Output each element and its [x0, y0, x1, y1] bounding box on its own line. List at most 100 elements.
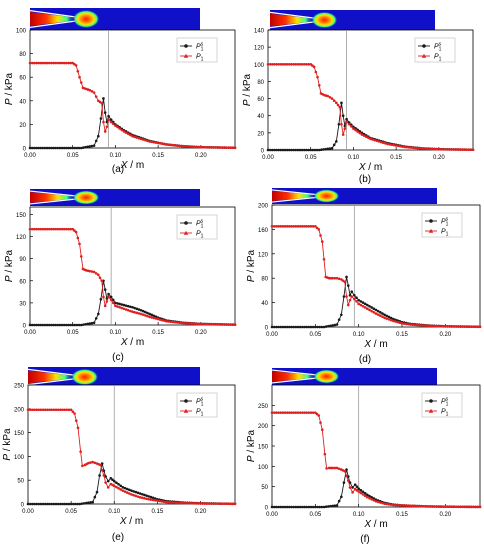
- data-point: [138, 496, 142, 499]
- data-point: [152, 316, 156, 320]
- data-point: [160, 500, 163, 503]
- data-point: [147, 497, 151, 501]
- data-point: [355, 300, 358, 303]
- data-point: [169, 320, 173, 324]
- data-point: [392, 143, 396, 147]
- panel-0: 0 20 40 60 80 100 0.00 0.05 0.10 0.15 0.20 X / m P /…: [4, 8, 237, 175]
- data-point: [122, 130, 126, 133]
- data-point: [383, 316, 386, 320]
- data-point: [99, 117, 103, 120]
- data-point: [272, 225, 276, 228]
- legend-marker-triangle: [183, 230, 189, 235]
- data-point: [422, 324, 425, 327]
- data-point: [331, 324, 334, 327]
- panel-5: 0 50 100 150 200 250 0.00 0.05 0.10 0.15 0.20 X / m…: [246, 368, 482, 545]
- data-point: [76, 70, 80, 73]
- contour-field-image: [271, 368, 437, 385]
- data-point: [84, 145, 87, 149]
- nozzle-wall-top: [269, 11, 317, 19]
- data-point: [461, 505, 464, 509]
- data-point: [76, 426, 80, 430]
- data-point: [65, 227, 68, 231]
- data-point: [48, 502, 51, 506]
- y-tick-label: 40: [261, 301, 268, 307]
- data-point: [275, 411, 278, 414]
- data-point: [133, 310, 136, 314]
- data-point: [188, 501, 192, 505]
- hot-spot: [72, 9, 100, 29]
- data-point: [120, 306, 124, 310]
- data-point: [194, 502, 198, 505]
- data-point: [207, 502, 211, 505]
- y-tick-label: 50: [261, 485, 268, 491]
- data-point: [107, 114, 110, 118]
- data-point: [309, 148, 313, 152]
- data-point: [84, 501, 88, 505]
- data-point: [452, 505, 456, 509]
- data-point: [59, 408, 62, 412]
- legend-marker-circle: [422, 44, 426, 48]
- data-point: [133, 135, 136, 139]
- data-point: [56, 227, 60, 231]
- data-point: [398, 321, 402, 325]
- data-point: [307, 148, 310, 152]
- data-point: [50, 502, 54, 506]
- data-point: [100, 468, 104, 472]
- data-point: [309, 225, 313, 228]
- data-point: [285, 505, 289, 509]
- data-point: [435, 505, 438, 508]
- data-point: [190, 145, 194, 149]
- data-point: [41, 502, 45, 506]
- data-point: [218, 502, 222, 506]
- data-point: [186, 145, 190, 148]
- y-tick-label: 160: [258, 228, 269, 234]
- data-point: [275, 62, 278, 66]
- data-point: [28, 146, 32, 150]
- data-point: [92, 270, 96, 274]
- data-point: [227, 146, 230, 149]
- data-point: [54, 61, 57, 65]
- data-point: [32, 227, 36, 231]
- data-point: [184, 145, 188, 148]
- nozzle-wall-top: [27, 368, 77, 376]
- data-point: [79, 323, 83, 327]
- y-tick-label: 50: [17, 479, 24, 485]
- y-tick-label: 0: [23, 147, 27, 153]
- legend-box: [414, 37, 456, 63]
- data-point: [345, 468, 348, 471]
- data-point: [146, 311, 149, 315]
- data-point: [76, 502, 79, 506]
- x-tick-label: 0.15: [396, 512, 408, 518]
- data-point: [75, 419, 78, 423]
- data-point: [151, 496, 155, 500]
- data-point: [277, 148, 280, 152]
- data-point: [48, 408, 51, 412]
- data-point: [357, 487, 360, 491]
- data-point: [39, 146, 42, 150]
- data-point: [422, 147, 426, 150]
- legend-label: P1: [196, 409, 204, 418]
- data-point: [420, 504, 423, 508]
- data-point: [154, 141, 158, 144]
- data-point: [203, 322, 207, 326]
- data-point: [91, 500, 94, 504]
- nozzle-wall-top: [29, 190, 78, 197]
- data-point: [50, 323, 53, 327]
- data-point: [39, 408, 43, 412]
- data-point: [139, 312, 143, 316]
- data-point: [165, 320, 168, 323]
- y-tick-label: 200: [258, 204, 269, 210]
- x-axis-label: X / m: [358, 162, 382, 173]
- x-tick-label: 0.10: [108, 509, 120, 515]
- data-point: [158, 499, 161, 503]
- data-point: [381, 312, 384, 315]
- data-point: [372, 498, 376, 502]
- data-point: [46, 502, 49, 506]
- data-point: [296, 505, 300, 509]
- data-point: [401, 145, 404, 148]
- data-point: [43, 408, 47, 412]
- data-point: [314, 70, 318, 74]
- data-point: [60, 146, 64, 150]
- data-point: [76, 236, 80, 240]
- data-point: [431, 324, 434, 328]
